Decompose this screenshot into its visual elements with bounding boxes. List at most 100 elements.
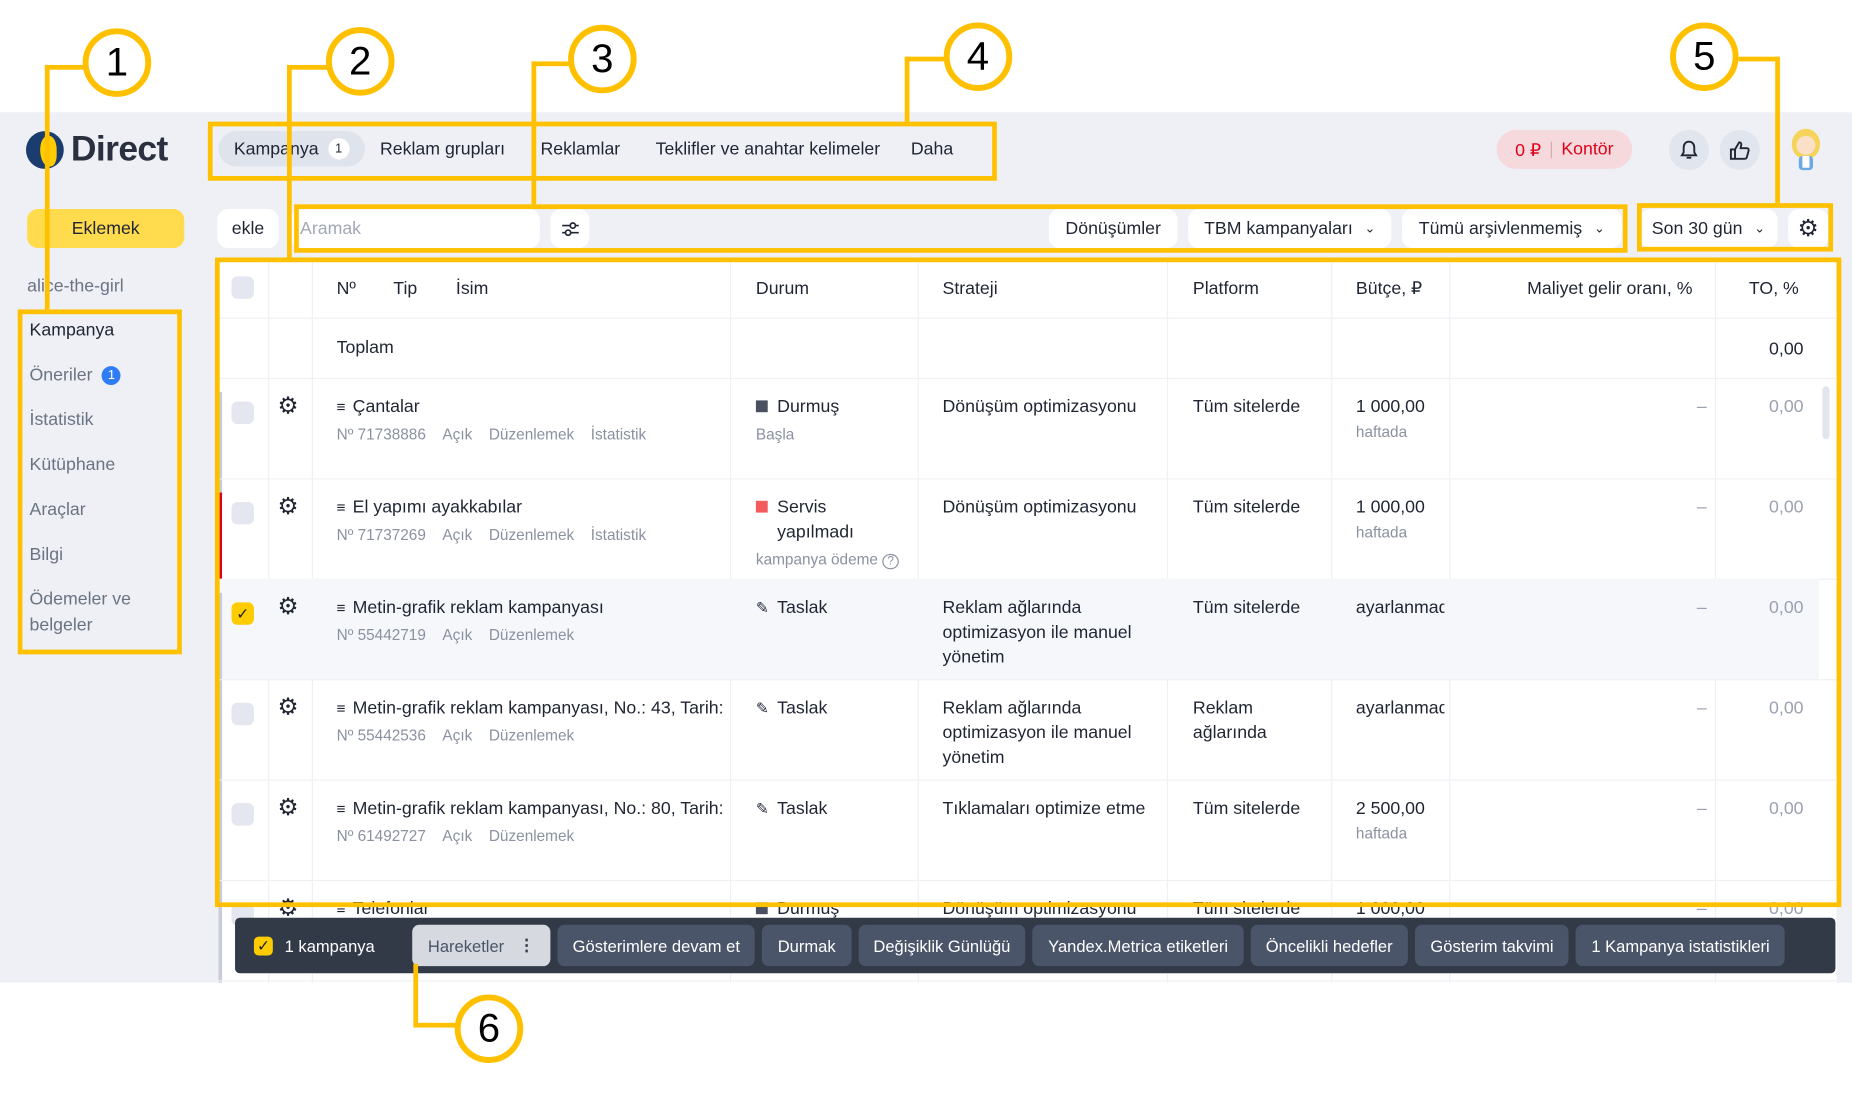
cost-ratio: – xyxy=(1696,698,1707,719)
campaign-name-text[interactable]: Metin-grafik reklam kampanyası, No.: 80,… xyxy=(352,798,724,819)
row-checkbox[interactable] xyxy=(231,803,254,826)
gear-icon[interactable]: ⚙ xyxy=(277,594,299,621)
campaign-id: Nº 71738886 xyxy=(336,425,426,443)
add-button[interactable]: Eklemek xyxy=(27,209,185,249)
priority-goals-button[interactable]: Öncelikli hedefler xyxy=(1250,924,1408,967)
sidebar-item-bilgi[interactable]: Bilgi xyxy=(29,544,64,565)
annotation-marker-5: 5 xyxy=(1670,22,1739,91)
annotation-line xyxy=(44,64,50,310)
status-sub[interactable]: Başla xyxy=(755,425,795,443)
notifications-button[interactable] xyxy=(1668,129,1710,171)
logo[interactable]: Direct xyxy=(25,130,168,170)
to-value: 0,00 xyxy=(1769,396,1804,417)
gear-icon[interactable]: ⚙ xyxy=(277,895,299,922)
kontor-link[interactable]: Kontör xyxy=(1561,139,1614,160)
campaign-link[interactable]: Açık xyxy=(442,726,473,745)
status-square-icon xyxy=(755,400,768,413)
sidebar-item-oneriler[interactable]: Öneriler 1 xyxy=(30,363,121,389)
impression-schedule-button[interactable]: Gösterim takvimi xyxy=(1415,924,1569,967)
sliders-icon xyxy=(561,221,579,236)
gear-icon[interactable]: ⚙ xyxy=(277,393,299,420)
header-name[interactable]: İsim xyxy=(455,278,489,299)
scrollbar[interactable] xyxy=(1822,386,1830,440)
sidebar-item-istatistik[interactable]: İstatistik xyxy=(29,409,94,430)
total-label: Toplam xyxy=(336,337,394,358)
user-name[interactable]: alice-the-girl xyxy=(27,276,124,297)
annotation-marker-2: 2 xyxy=(325,27,395,96)
ekle-button[interactable]: ekle xyxy=(217,209,279,249)
campaign-name[interactable]: ≡ Metin-grafik reklam kampanyası, No.: 43… xyxy=(337,696,727,721)
campaign-name[interactable]: ≡ Metin-grafik reklam kampanyası, No.: 80… xyxy=(337,796,727,821)
campaign-name-text[interactable]: El yapımı ayakkabılar xyxy=(352,497,523,518)
campaign-link[interactable]: Açık xyxy=(442,625,473,644)
header-to[interactable]: TO, % xyxy=(1748,278,1799,299)
filter-settings-button[interactable] xyxy=(550,209,590,249)
balance-button[interactable]: 0 ₽ Kontör xyxy=(1496,129,1633,169)
campaign-name-text[interactable]: Çantalar xyxy=(352,396,420,417)
header-budget[interactable]: Bütçe, ₽ xyxy=(1355,278,1423,299)
period-select[interactable]: Son 30 gün ⌄ xyxy=(1639,209,1778,249)
change-log-button[interactable]: Değişiklik Günlüğü xyxy=(858,924,1026,967)
feedback-button[interactable] xyxy=(1719,129,1760,171)
campaign-stats-button[interactable]: 1 Kampanya istatistikleri xyxy=(1575,924,1785,967)
campaign-link[interactable]: İstatistik xyxy=(590,425,647,443)
metrica-tags-button[interactable]: Yandex.Metrica etiketleri xyxy=(1032,924,1244,967)
row-checkbox[interactable] xyxy=(231,401,254,425)
status-sub[interactable]: kampanya ödeme? xyxy=(756,547,910,574)
campaign-link[interactable]: Açık xyxy=(442,525,473,544)
gear-icon[interactable]: ⚙ xyxy=(277,493,299,520)
sidebar-item-odemeler[interactable]: Ödemeler ve belgeler xyxy=(29,589,131,636)
campaign-link[interactable]: Açık xyxy=(442,425,473,443)
status: Durmuş xyxy=(755,394,910,419)
gear-icon[interactable]: ⚙ xyxy=(277,794,299,821)
row-checkbox[interactable] xyxy=(231,501,254,525)
resume-impressions-button[interactable]: Gösterimlere devam et xyxy=(557,924,756,967)
header-strategy[interactable]: Strateji xyxy=(942,278,998,299)
status-square-icon xyxy=(755,902,768,915)
row-checkbox[interactable] xyxy=(231,702,254,726)
tab-daha[interactable]: Daha xyxy=(910,138,954,159)
actions-menu-button[interactable]: Hareketler ⋮ xyxy=(412,924,551,967)
campaign-link[interactable]: Düzenlemek xyxy=(488,826,575,845)
tab-teklifler[interactable]: Teklifler ve anahtar kelimeler xyxy=(655,138,881,159)
campaign-name[interactable]: ≡ El yapımı ayakkabılar xyxy=(337,495,727,520)
row-checkbox[interactable]: ✓ xyxy=(231,602,254,625)
pencil-icon: ✎ xyxy=(755,598,769,617)
campaign-link[interactable]: İstatistik xyxy=(590,525,647,544)
campaign-link[interactable]: Düzenlemek xyxy=(488,525,575,544)
campaign-type-select[interactable]: TBM kampanyaları ⌄ xyxy=(1188,209,1392,249)
sidebar-item-kampanya[interactable]: Kampanya xyxy=(29,320,115,341)
campaign-name[interactable]: ≡ Metin-grafik reklam kampanyası xyxy=(337,595,727,620)
sidebar-item-araclar[interactable]: Araçlar xyxy=(29,499,86,520)
header-status[interactable]: Durum xyxy=(755,278,810,299)
campaign-name-text[interactable]: Metin-grafik reklam kampanyası, No.: 43,… xyxy=(352,698,724,719)
header-platform[interactable]: Platform xyxy=(1192,278,1259,299)
campaign-link[interactable]: Düzenlemek xyxy=(488,726,575,745)
campaign-name[interactable]: ≡ Çantalar xyxy=(337,394,727,419)
avatar[interactable] xyxy=(1786,128,1826,173)
cost-ratio: – xyxy=(1696,497,1707,518)
campaign-link[interactable]: Açık xyxy=(442,826,473,845)
campaign-name-text[interactable]: Metin-grafik reklam kampanyası xyxy=(352,597,604,618)
campaign-link[interactable]: Düzenlemek xyxy=(488,625,575,644)
archive-filter-select[interactable]: Tümü arşivlenmemiş ⌄ xyxy=(1401,209,1622,249)
gear-icon[interactable]: ⚙ xyxy=(277,694,299,721)
conversions-button[interactable]: Dönüşümler xyxy=(1048,209,1178,249)
actions-label: Hareketler xyxy=(427,936,505,955)
row-status-marker xyxy=(218,592,223,694)
campaign-link[interactable]: Düzenlemek xyxy=(488,425,575,443)
gear-icon: ⚙ xyxy=(1797,216,1819,243)
select-all-checkbox[interactable] xyxy=(231,276,254,299)
search-input[interactable] xyxy=(290,209,540,249)
tab-reklam-gruplari[interactable]: Reklam grupları xyxy=(379,138,506,159)
header-type[interactable]: Tip xyxy=(393,278,418,299)
tab-reklamlar[interactable]: Reklamlar xyxy=(540,138,621,159)
selected-checkbox[interactable]: ✓ xyxy=(253,936,273,955)
help-icon[interactable]: ? xyxy=(882,553,899,570)
header-cost-ratio[interactable]: Maliyet gelir oranı, % xyxy=(1527,278,1693,299)
stop-button[interactable]: Durmak xyxy=(762,924,851,967)
table-settings-button[interactable]: ⚙ xyxy=(1788,209,1829,249)
sidebar-item-kutuphane[interactable]: Kütüphane xyxy=(29,454,116,475)
platform: Tüm sitelerde xyxy=(1192,597,1301,618)
header-no[interactable]: Nº xyxy=(336,278,356,299)
